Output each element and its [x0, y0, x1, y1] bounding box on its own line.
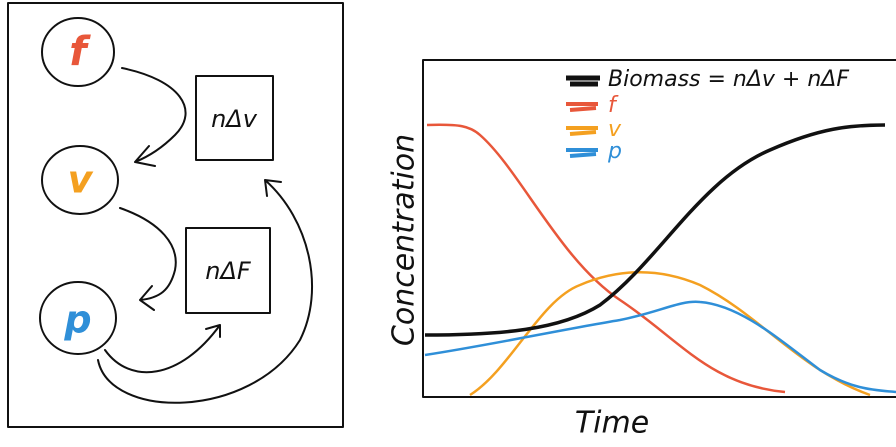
curve-biomass	[424, 123, 886, 337]
node-label: p	[63, 298, 91, 342]
legend-swatch	[566, 75, 600, 87]
legend-label: f	[608, 93, 619, 118]
box	[185, 227, 271, 314]
node-circle	[41, 17, 115, 87]
node-circle	[39, 281, 117, 355]
curve-f	[426, 123, 786, 394]
curve-v	[469, 271, 871, 397]
box	[195, 75, 274, 161]
box-label: nΔv	[211, 105, 258, 133]
arrow	[97, 179, 313, 404]
legend-label: p	[607, 139, 622, 164]
panel-frame	[7, 2, 344, 428]
legend-label: Biomass = nΔv + nΔF	[608, 67, 849, 92]
node-label: f	[69, 29, 91, 75]
legend-swatch	[566, 126, 598, 136]
arrow	[104, 324, 221, 374]
legend-swatch	[566, 102, 598, 112]
node-label: v	[68, 158, 94, 202]
arrow	[119, 207, 177, 311]
legend-swatch	[566, 148, 598, 158]
curve-p	[424, 300, 896, 394]
legend-label: v	[608, 117, 622, 142]
box-label: nΔF	[205, 257, 252, 285]
arrow	[121, 67, 187, 167]
x-axis-label: Time	[575, 406, 649, 441]
y-axis-label: Concentration	[387, 134, 422, 346]
node-circle	[41, 145, 119, 215]
plot-frame	[422, 59, 896, 398]
